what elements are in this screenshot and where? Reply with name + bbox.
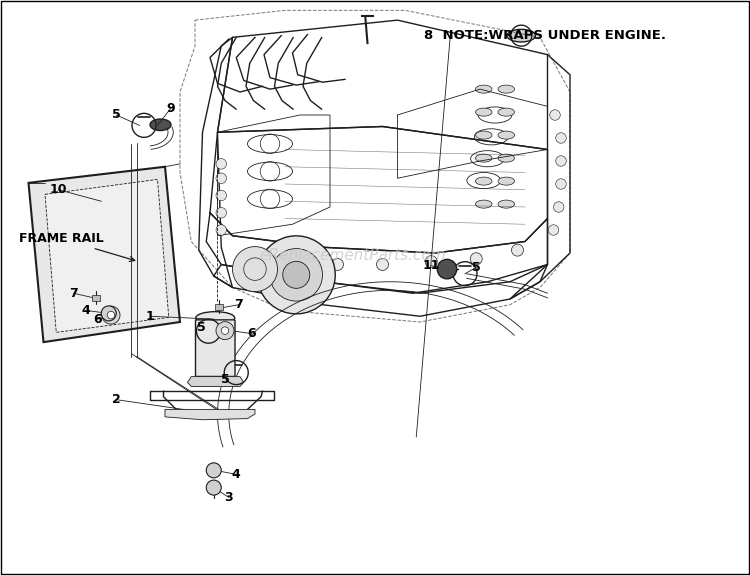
Circle shape — [548, 225, 559, 235]
Text: 7: 7 — [69, 287, 78, 300]
Text: 8  NOTE:WRAPS UNDER ENGINE.: 8 NOTE:WRAPS UNDER ENGINE. — [424, 29, 666, 42]
Ellipse shape — [476, 108, 492, 116]
Ellipse shape — [498, 85, 514, 93]
Text: 3: 3 — [224, 491, 233, 504]
Text: 5: 5 — [220, 373, 230, 386]
Ellipse shape — [476, 177, 492, 185]
Polygon shape — [28, 167, 180, 342]
Circle shape — [102, 306, 120, 324]
Circle shape — [216, 190, 226, 201]
Circle shape — [556, 179, 566, 189]
Circle shape — [206, 463, 221, 478]
Ellipse shape — [498, 177, 514, 185]
Polygon shape — [45, 179, 169, 332]
Text: 6: 6 — [247, 327, 256, 340]
Text: eReplacementParts.com: eReplacementParts.com — [260, 248, 446, 263]
Circle shape — [425, 256, 437, 267]
Circle shape — [101, 306, 116, 321]
Circle shape — [470, 253, 482, 264]
Text: 5: 5 — [196, 321, 206, 334]
Ellipse shape — [476, 200, 492, 208]
Text: 6: 6 — [93, 313, 102, 325]
Text: FRAME RAIL: FRAME RAIL — [19, 232, 135, 262]
Circle shape — [512, 244, 524, 256]
Ellipse shape — [196, 373, 235, 383]
Circle shape — [556, 133, 566, 143]
Circle shape — [242, 253, 254, 264]
Ellipse shape — [150, 119, 171, 131]
Circle shape — [437, 259, 457, 279]
Text: 4: 4 — [82, 304, 91, 317]
Circle shape — [216, 159, 226, 169]
Circle shape — [332, 259, 344, 270]
Circle shape — [221, 327, 229, 335]
Text: 1: 1 — [146, 310, 154, 323]
Text: 9: 9 — [166, 102, 176, 114]
Text: 5: 5 — [472, 261, 481, 274]
Circle shape — [216, 225, 226, 235]
FancyBboxPatch shape — [196, 320, 235, 377]
Ellipse shape — [476, 154, 492, 162]
Ellipse shape — [476, 85, 492, 93]
Ellipse shape — [498, 131, 514, 139]
Circle shape — [206, 480, 221, 495]
Ellipse shape — [498, 154, 514, 162]
Text: 11: 11 — [422, 259, 440, 272]
Circle shape — [556, 156, 566, 166]
Bar — [92, 295, 100, 301]
Ellipse shape — [507, 29, 536, 42]
Text: 7: 7 — [234, 298, 243, 311]
Text: 10: 10 — [50, 183, 68, 196]
Circle shape — [216, 208, 226, 218]
Ellipse shape — [498, 200, 514, 208]
Circle shape — [283, 262, 310, 288]
Text: 4: 4 — [232, 468, 241, 481]
Ellipse shape — [196, 312, 235, 324]
Circle shape — [216, 321, 234, 340]
Polygon shape — [188, 377, 244, 386]
Circle shape — [232, 247, 278, 292]
Circle shape — [376, 259, 388, 270]
Circle shape — [216, 173, 226, 183]
Polygon shape — [165, 409, 255, 420]
Text: 5: 5 — [112, 109, 121, 121]
Circle shape — [257, 236, 335, 314]
Circle shape — [107, 311, 115, 319]
Text: 2: 2 — [112, 393, 121, 406]
Circle shape — [286, 256, 298, 267]
Ellipse shape — [476, 131, 492, 139]
Ellipse shape — [498, 108, 514, 116]
Circle shape — [550, 110, 560, 120]
Circle shape — [554, 202, 564, 212]
Circle shape — [270, 248, 322, 301]
Bar — [215, 304, 223, 310]
